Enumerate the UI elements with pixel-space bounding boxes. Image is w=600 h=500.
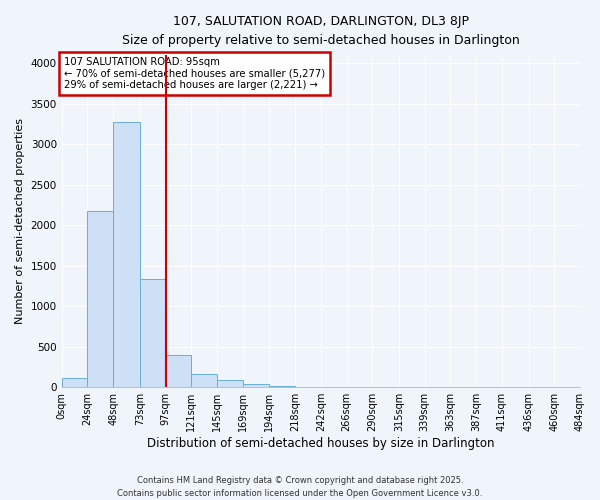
Bar — [191, 374, 217, 387]
Text: 107 SALUTATION ROAD: 95sqm
← 70% of semi-detached houses are smaller (5,277)
29%: 107 SALUTATION ROAD: 95sqm ← 70% of semi… — [64, 57, 325, 90]
Bar — [269, 386, 295, 387]
Bar — [62, 378, 87, 387]
Bar — [113, 122, 140, 387]
Bar — [217, 380, 242, 387]
Bar — [243, 384, 269, 387]
Bar — [140, 278, 166, 387]
Text: Contains HM Land Registry data © Crown copyright and database right 2025.
Contai: Contains HM Land Registry data © Crown c… — [118, 476, 482, 498]
Y-axis label: Number of semi-detached properties: Number of semi-detached properties — [15, 118, 25, 324]
Title: 107, SALUTATION ROAD, DARLINGTON, DL3 8JP
Size of property relative to semi-deta: 107, SALUTATION ROAD, DARLINGTON, DL3 8J… — [122, 15, 520, 47]
X-axis label: Distribution of semi-detached houses by size in Darlington: Distribution of semi-detached houses by … — [147, 437, 494, 450]
Bar — [166, 355, 191, 387]
Bar — [88, 212, 113, 387]
